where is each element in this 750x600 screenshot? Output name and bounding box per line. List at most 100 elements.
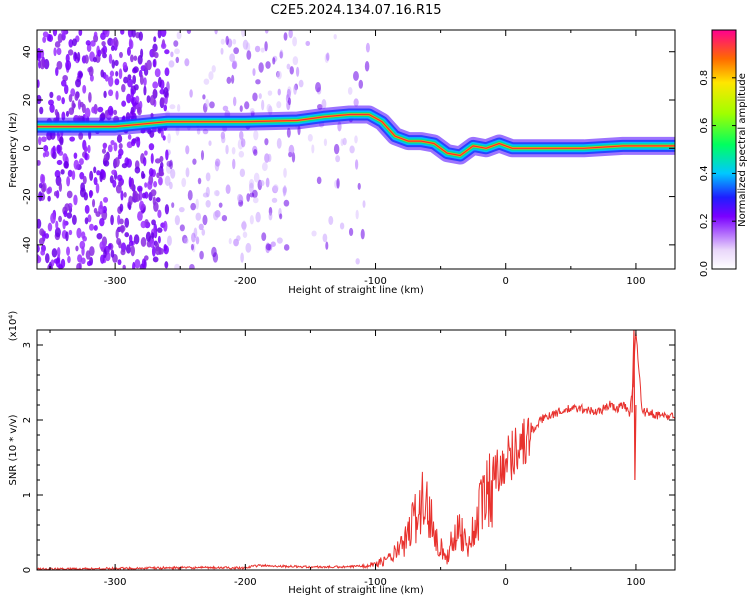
spectral-blob [255,211,261,223]
spectral-blob [47,195,51,202]
spectral-blob [64,203,70,212]
spectral-blob [39,228,45,236]
x-tick-label: 0 [503,276,509,287]
spectral-blob [240,252,244,263]
spectral-blob [199,250,204,260]
spectral-blob [218,202,223,208]
spectral-blob [121,100,127,107]
spectral-blob [252,189,258,199]
snr-spike [631,330,637,481]
spectral-blob [286,88,291,100]
spectral-blob [120,30,125,35]
spectral-blob [362,200,366,208]
spectral-blob [88,91,92,103]
spectral-blob [81,246,85,256]
spectral-blob [120,190,124,201]
y-tick-label: -40 [22,237,33,253]
spectral-blob [349,145,355,154]
spectral-blob [67,49,74,56]
spectral-blob [95,211,101,217]
spectral-blob [162,135,166,141]
spectral-blob [89,170,94,182]
spectral-blob [96,170,101,176]
spectral-blob [311,144,315,154]
spectral-blob [109,70,115,77]
spectral-blob [321,99,327,110]
spectral-blob [232,158,236,170]
spectral-blob [37,47,42,59]
spectral-blob [114,59,119,67]
spectral-blob [156,227,163,233]
spectral-blob [365,42,370,53]
dominant-frequency-ridge [37,105,675,165]
spectral-blob [128,234,133,243]
spectral-blob [246,50,252,60]
spectral-blob [354,159,359,170]
spectral-blob [68,39,74,48]
spectral-blob [59,136,64,146]
spectral-blob [181,177,187,188]
spectral-blob [93,177,98,186]
spectral-blob [104,74,109,82]
spectral-blob [249,182,254,194]
spectral-blob [37,244,40,253]
spectral-blob [75,245,79,252]
spectral-blob [178,207,185,213]
spectral-blob [146,59,152,71]
x-tick-label: -300 [104,276,127,287]
spectral-blob [71,38,77,47]
spectral-blob [136,107,142,116]
spectral-blob [283,167,287,178]
spectral-blob [236,235,241,242]
spectral-blob [272,184,279,193]
spectral-blob [73,194,78,206]
spectral-blob [232,60,238,70]
spectral-blob [354,135,358,144]
spectral-blob [326,52,330,61]
spectral-blob [283,199,290,207]
spectral-blob [84,145,88,153]
spectral-blob [58,215,62,223]
spectral-blob [70,88,76,97]
spectral-blob [92,57,97,63]
spectral-blob [174,263,180,269]
spectral-blob [128,195,133,206]
spectral-blob [56,47,62,56]
spectral-blob [128,38,133,49]
spectral-blob [149,238,155,248]
spectral-blob [88,223,94,231]
spectral-blob [288,30,293,39]
spectral-blob [353,71,359,82]
spectral-blob [130,54,134,63]
colorbar-ticks: 0.0 0.2 0.4 0.6 0.8 [699,70,736,277]
spectral-blob [283,244,290,251]
spectral-blob [151,246,156,257]
spectral-blob [42,36,47,43]
spectral-blob [276,237,283,244]
spectral-blob [144,182,148,188]
spectral-blob [102,45,108,55]
spectral-blob [238,150,245,158]
spectral-blob [140,220,147,229]
spectral-blob [84,107,91,119]
spectral-blob [128,176,132,188]
spectral-blob [203,78,210,85]
spectral-blob [231,147,236,155]
snr-x-axis-label: Height of straight line (km) [288,585,424,596]
colorbar-tick-label: 0.0 [699,261,710,277]
spectral-blob [103,90,107,99]
spectral-blob [325,241,329,250]
spectral-blob [63,210,68,218]
spectral-blob [183,237,189,244]
spectral-blob [254,45,261,53]
spectral-blob [225,35,229,46]
spectral-blob [108,89,114,97]
spectral-blob [160,42,167,50]
spectral-blob [165,149,169,161]
spectral-blob [245,242,252,253]
spectral-blob [179,224,185,232]
x-tick-label: -200 [234,577,257,588]
spectral-blob [221,135,226,144]
spectral-blob [99,241,106,250]
spectral-blob [80,182,85,192]
